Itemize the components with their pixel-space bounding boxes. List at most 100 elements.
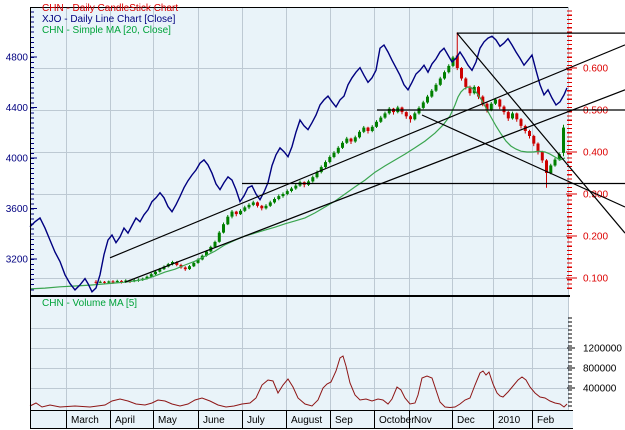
candle xyxy=(413,113,417,120)
candle xyxy=(188,266,191,270)
candle xyxy=(154,271,157,275)
candle xyxy=(239,210,242,215)
candle xyxy=(260,205,264,209)
candle xyxy=(536,143,540,152)
trendline-descending-steep xyxy=(456,32,625,234)
candle xyxy=(183,267,187,270)
candle xyxy=(532,136,536,144)
candle xyxy=(196,259,200,263)
candle xyxy=(205,251,208,256)
trendlines xyxy=(109,32,625,283)
candle xyxy=(358,131,361,138)
candle xyxy=(273,199,276,203)
candle xyxy=(98,281,102,283)
axis-labels: 4800 4400 4000 3600 3200 0.600 0.500 0.400 0.300… xyxy=(6,53,623,395)
month-axis: March April May June July August Sep October Nov… xyxy=(66,411,555,428)
volume-axis-label: 1200000 xyxy=(583,344,622,355)
month-label: Dec xyxy=(457,415,475,426)
month-label: Feb xyxy=(537,415,555,426)
candle xyxy=(145,276,149,279)
right-axis-label: 0.100 xyxy=(583,274,608,285)
candle xyxy=(171,262,174,265)
candle xyxy=(438,78,442,85)
candle xyxy=(379,117,383,122)
candle xyxy=(498,99,502,107)
candle xyxy=(443,72,446,79)
candle xyxy=(217,232,221,242)
candle xyxy=(341,142,344,148)
candle xyxy=(362,127,366,132)
candle xyxy=(447,65,451,73)
month-label: October xyxy=(379,415,415,426)
legend-xjo-line: XJO - Daily Line Chart [Close] xyxy=(42,14,176,25)
left-axis-label: 3200 xyxy=(6,255,29,266)
candle xyxy=(324,162,327,168)
candle xyxy=(502,106,506,113)
candle xyxy=(294,185,298,189)
trendline-descending-shallow xyxy=(421,114,625,208)
candle xyxy=(417,107,421,114)
candle xyxy=(107,281,111,283)
candle xyxy=(103,281,106,283)
candle xyxy=(366,127,370,131)
candle xyxy=(336,147,340,153)
left-axis-label: 4800 xyxy=(6,53,29,64)
candle xyxy=(120,280,123,282)
candle xyxy=(464,78,468,87)
volume-panel-bg xyxy=(30,296,568,410)
candle xyxy=(256,202,259,206)
legend-simple-ma: CHN - Simple MA [20, Close] xyxy=(42,25,171,36)
candle xyxy=(264,205,268,209)
candle xyxy=(515,113,519,120)
candle xyxy=(511,113,514,119)
gridlines xyxy=(30,7,569,410)
candle xyxy=(251,202,255,205)
month-label: August xyxy=(291,415,322,426)
candle xyxy=(481,96,485,104)
candle xyxy=(557,154,561,160)
legend-candlestick: CHN - Daily CandleStick Chart xyxy=(42,3,179,14)
candle xyxy=(268,202,272,206)
month-label: April xyxy=(115,415,135,426)
candle xyxy=(489,103,493,110)
xjo-index-line xyxy=(29,35,568,293)
axis-ticks xyxy=(30,10,577,407)
candle xyxy=(426,96,429,103)
panel-borders xyxy=(30,7,573,429)
candle xyxy=(494,99,497,104)
candle xyxy=(124,280,128,282)
trendline-ascending-channel-lower xyxy=(124,89,625,283)
candle xyxy=(213,241,217,247)
candle xyxy=(226,216,230,225)
candle xyxy=(383,113,387,118)
right-axis-label: 0.600 xyxy=(583,64,608,75)
candle xyxy=(315,172,319,178)
month-label: 2010 xyxy=(498,415,521,426)
candle xyxy=(281,194,285,197)
candle xyxy=(387,108,391,114)
trendline-ascending-channel-upper xyxy=(109,44,625,259)
candle xyxy=(243,207,247,211)
candle xyxy=(234,211,238,215)
candle xyxy=(353,137,357,142)
plot-backgrounds xyxy=(30,7,573,428)
candle xyxy=(158,269,162,272)
candle xyxy=(149,274,153,277)
candle xyxy=(549,165,553,173)
candle xyxy=(290,188,293,191)
month-label: July xyxy=(247,415,265,426)
candle xyxy=(528,131,531,136)
candle xyxy=(460,68,463,79)
candle xyxy=(222,224,225,233)
candle xyxy=(540,152,544,161)
candle xyxy=(285,191,289,194)
right-axis-label: 0.300 xyxy=(583,190,608,201)
candle xyxy=(404,112,408,117)
candle xyxy=(311,177,315,182)
candle xyxy=(485,103,489,110)
candle xyxy=(434,84,438,91)
month-label: Nov xyxy=(414,415,432,426)
candle xyxy=(175,262,179,265)
